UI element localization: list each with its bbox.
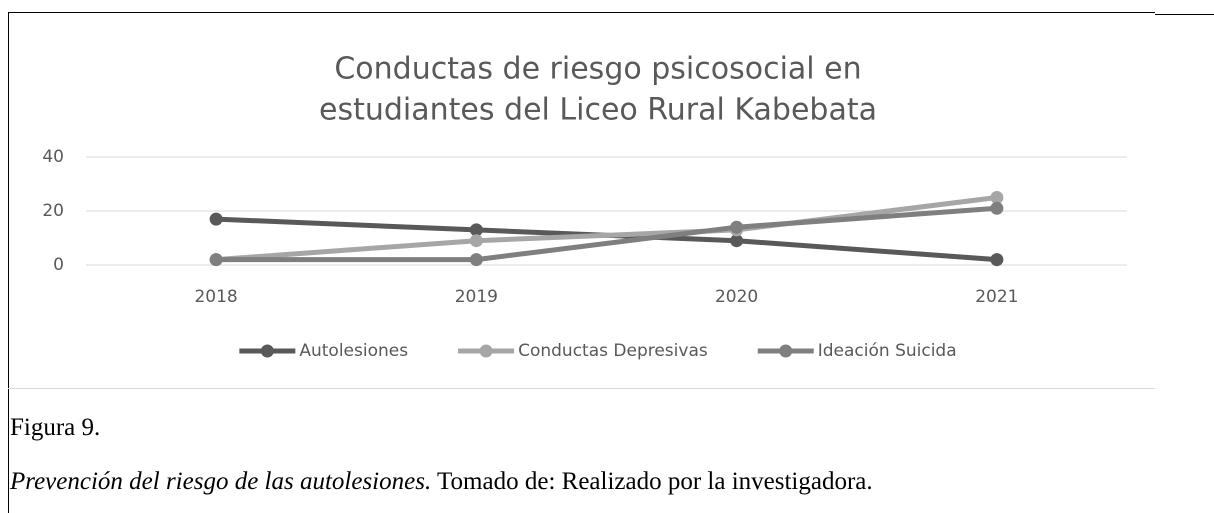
legend-label: Autolesiones [299,341,408,361]
series-marker [469,223,483,237]
y-tick-label: 20 [42,201,64,221]
frame [8,12,1155,13]
x-tick-label: 2019 [455,287,498,307]
series-line [216,205,998,263]
frame [8,388,1155,389]
series-marker [990,201,1004,215]
chart-title: Conductas de riesgo psicosocial en [334,52,861,87]
chart-title: estudiantes del Liceo Rural Kabebata [319,93,877,128]
figure-label: Figura 9. [10,414,101,441]
y-tick-label: 40 [42,147,64,167]
series-marker [469,234,483,248]
series-line [215,195,998,263]
series-marker [730,234,744,248]
caption-title: Prevención del riesgo de las autolesione… [10,468,432,495]
x-tick-label: 2021 [975,287,1018,307]
frame [1155,14,1214,15]
frame [8,12,9,513]
series-marker [730,220,744,234]
legend-label: Ideación Suicida [818,341,957,361]
caption-source: Tomado de: Realizado por la investigador… [437,468,873,495]
legend-marker [479,344,493,358]
legend-marker [779,344,793,358]
series-marker [990,191,1004,204]
legend-marker [260,344,274,358]
series-marker [469,253,483,267]
legend-label: Conductas Depresivas [518,341,708,361]
y-tick-label: 0 [53,255,64,275]
figure-caption: Prevención del riesgo de las autolesione… [10,468,873,496]
x-tick-label: 2018 [194,287,237,307]
x-tick-label: 2020 [715,287,758,307]
series-marker [209,212,223,226]
series-marker [990,253,1004,267]
series-marker [209,253,223,267]
chart: Conductas de riesgo psicosocial en estud… [42,52,1127,361]
